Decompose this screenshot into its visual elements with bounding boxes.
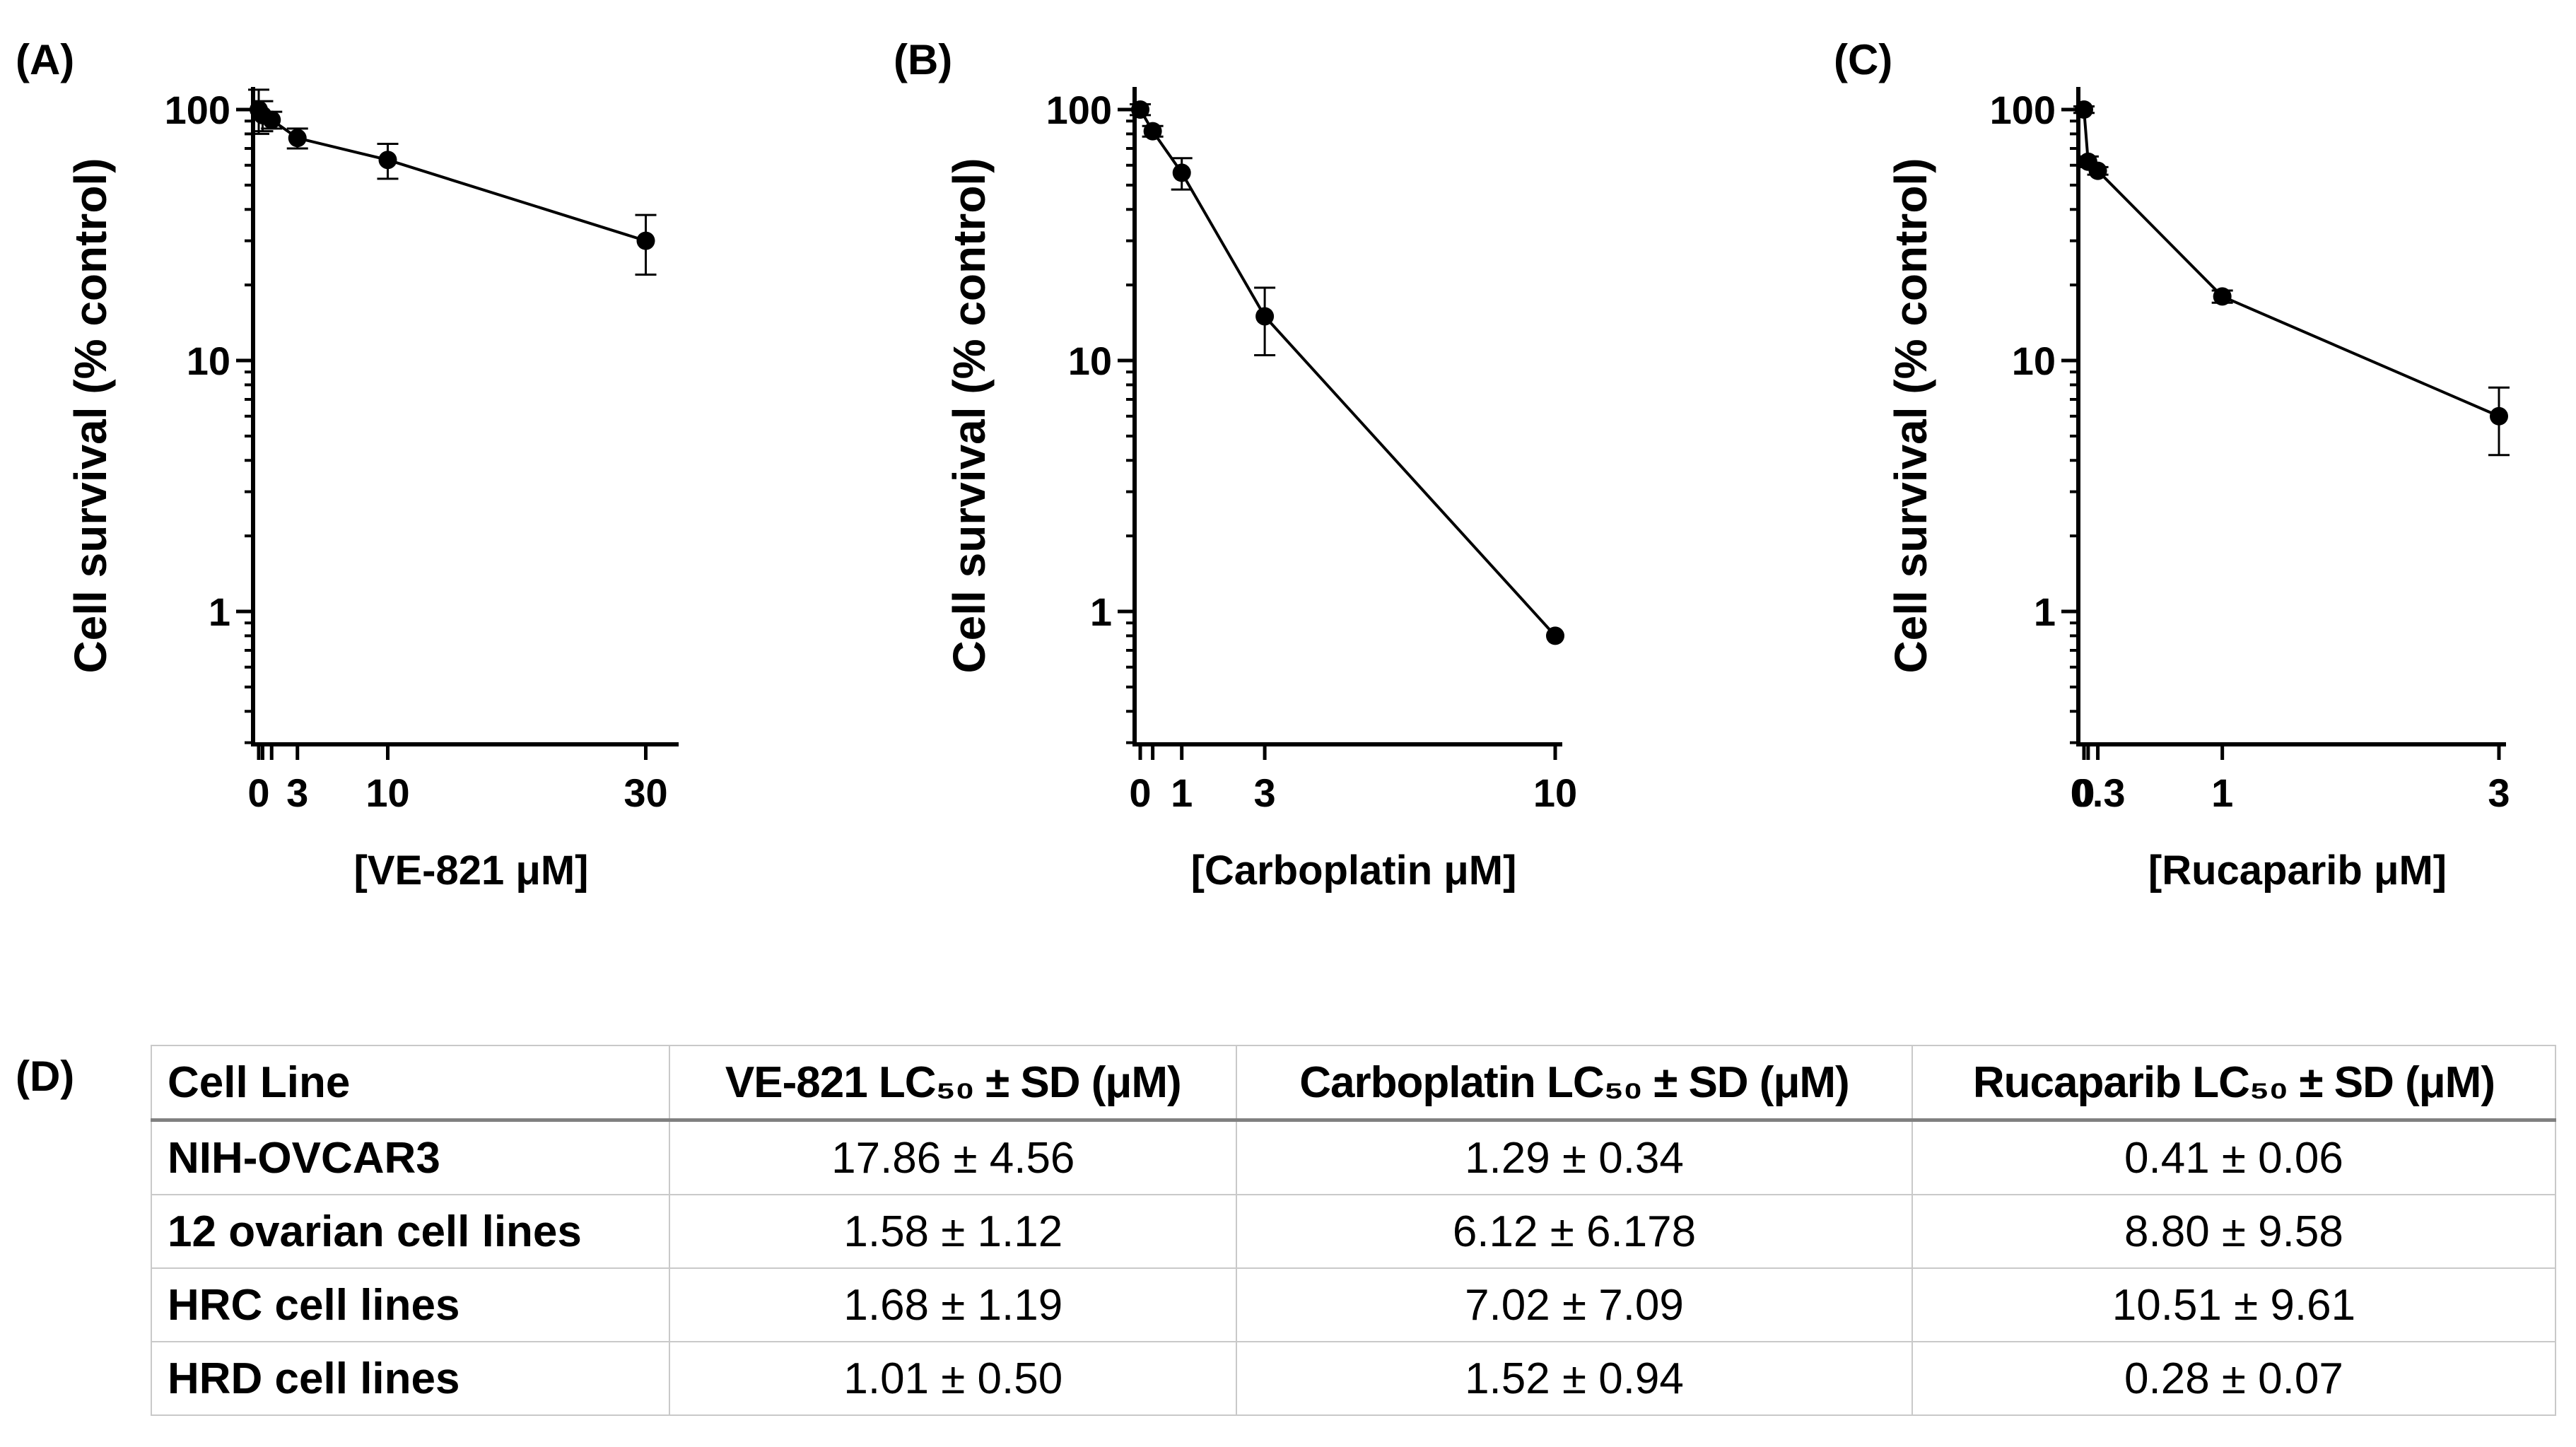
panel-c-y-tick-label: 100 [1990,88,2056,132]
panel-c-x-axis-title: [Rucaparib μM] [2148,848,2447,894]
row-carboplatin-value: 6.12 ± 6.178 [1236,1194,1913,1269]
table-row: NIH-OVCAR3 17.86 ± 4.56 1.29 ± 0.34 0.41… [150,1119,2557,1195]
row-rucaparib-value: 0.28 ± 0.07 [1911,1341,2557,1416]
panel-c-data-point [2075,100,2093,119]
panel-a-data-point [262,110,281,129]
panel-b-y-tick-label: 100 [1046,88,1112,132]
panel-b-data-point [1172,163,1191,182]
panel-b-x-tick-label: 10 [1533,771,1577,815]
panel-c-x-tick-label: 0.3 [2071,771,2126,815]
panel-a-data-point [636,231,655,250]
panel-c-data-point [2490,406,2508,426]
panel-label-b: (B) [894,36,953,83]
panel-a-y-tick-label: 10 [187,339,230,383]
panel-b-series-line [1139,109,1557,637]
header-carboplatin-lc50: Carboplatin LC₅₀ ± SD (μM) [1236,1045,1913,1122]
panel-b-data-point [1131,100,1149,119]
row-rucaparib-value: 10.51 ± 9.61 [1911,1267,2557,1342]
panel-b-y-tick-label: 1 [1090,590,1112,634]
panel-b-data-point [1546,626,1564,645]
panel-c-y-axis-title: Cell survival (% control) [1885,158,1936,673]
panel-a-y-tick-label: 100 [165,88,230,132]
row-carboplatin-value: 1.52 ± 0.94 [1236,1341,1913,1416]
row-rucaparib-value: 0.41 ± 0.06 [1911,1119,2557,1195]
panel-b-x-tick-label: 0 [1129,771,1151,815]
row-cell-line: HRD cell lines [150,1341,671,1416]
row-rucaparib-value: 8.80 ± 9.58 [1911,1194,2557,1269]
row-cell-line: NIH-OVCAR3 [150,1119,671,1195]
row-carboplatin-value: 7.02 ± 7.09 [1236,1267,1913,1342]
panel-a-series-line [257,108,647,242]
lc50-table: Cell Line VE-821 LC₅₀ ± SD (μM) Carbopla… [150,1045,2557,1416]
row-cell-line: HRC cell lines [150,1267,671,1342]
panel-c-y-tick-label: 10 [2012,339,2056,383]
row-cell-line: 12 ovarian cell lines [150,1194,671,1269]
panel-a-x-tick-label: 3 [286,771,308,815]
panel-a-y-tick-label: 1 [209,590,230,634]
panel-a-data-point [378,151,397,170]
panel-b-x-tick-label: 1 [1171,771,1193,815]
row-ve821-value: 17.86 ± 4.56 [669,1119,1238,1195]
header-cell-line: Cell Line [150,1045,671,1122]
panel-label-d: (D) [16,1053,75,1100]
panel-c-data-point [2213,287,2232,306]
panel-c-x-tick-label: 0 [2073,771,2095,815]
panel-c-y-tick-label: 1 [2034,590,2056,634]
panel-c-series-line [2083,109,2500,418]
header-ve821-lc50: VE-821 LC₅₀ ± SD (μM) [669,1045,1238,1122]
row-ve821-value: 1.58 ± 1.12 [669,1194,1238,1269]
panel-b-y-axis-title: Cell survival (% control) [944,158,995,673]
panel-a-x-axis-title: [VE-821 μM] [354,848,589,894]
panel-b-data-point [1143,122,1162,141]
panel-a-x-tick-label: 0 [247,771,269,815]
panel-b-x-tick-label: 3 [1254,771,1276,815]
row-ve821-value: 1.01 ± 0.50 [669,1341,1238,1416]
lc50-table-container: Cell Line VE-821 LC₅₀ ± SD (μM) Carbopla… [150,1045,2557,1416]
panel-b-y-tick-label: 10 [1068,339,1112,383]
table-row: HRD cell lines 1.01 ± 0.50 1.52 ± 0.94 0… [150,1341,2557,1416]
row-ve821-value: 1.68 ± 1.19 [669,1267,1238,1342]
table-row: HRC cell lines 1.68 ± 1.19 7.02 ± 7.09 1… [150,1267,2557,1342]
row-carboplatin-value: 1.29 ± 0.34 [1236,1119,1913,1195]
panel-a-data-point [288,129,307,148]
panel-a-x-tick-label: 30 [623,771,667,815]
panel-c-x-tick-label: 3 [2488,771,2510,815]
panel-b-x-axis-title: [Carboplatin μM] [1191,848,1517,894]
panel-a-y-axis-title: Cell survival (% control) [65,158,116,673]
header-rucaparib-lc50: Rucaparib LC₅₀ ± SD (μM) [1911,1045,2557,1122]
table-row: 12 ovarian cell lines 1.58 ± 1.12 6.12 ±… [150,1194,2557,1269]
panel-c-data-point [2088,161,2107,180]
panel-a-x-tick-label: 10 [365,771,409,815]
panel-b-data-point [1255,307,1275,326]
panel-label-a: (A) [16,36,75,83]
table-header-row: Cell Line VE-821 LC₅₀ ± SD (μM) Carbopla… [150,1045,2557,1122]
panel-label-c: (C) [1834,36,1893,83]
panel-c-x-tick-label: 1 [2211,771,2233,815]
